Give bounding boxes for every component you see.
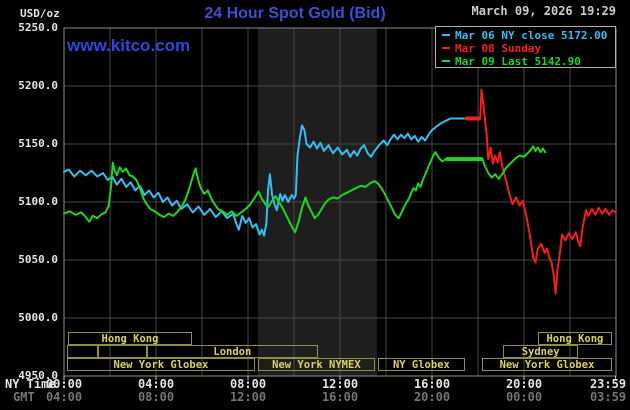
session-box xyxy=(66,345,99,358)
y-tick-label: 5200.0 xyxy=(18,79,58,92)
price-line-mar-06-ny-close xyxy=(63,117,467,237)
session-box-london: London xyxy=(146,345,318,358)
session-box-hong-kong: Hong Kong xyxy=(67,332,193,345)
legend-box: Mar 06 NY close 5172.00 Mar 08 Sunday Mar … xyxy=(435,26,616,68)
legend-entry-label: Mar 06 NY close 5172.00 xyxy=(455,29,608,42)
chart-title: 24 Hour Spot Gold (Bid) xyxy=(204,5,386,22)
x-tick-label-ny: 00:00 xyxy=(45,377,83,391)
gmt-axis-label: GMT xyxy=(13,390,35,404)
y-tick-label: 5000.0 xyxy=(18,311,58,324)
x-tick-label-ny: 12:00 xyxy=(321,377,359,391)
x-tick-label-gmt: 08:00 xyxy=(137,390,175,404)
legend-entry: Mar 08 Sunday xyxy=(442,42,615,55)
session-box-sydney: Sydney xyxy=(503,345,579,358)
legend-entry-label: Mar 09 Last 5142.90 xyxy=(455,55,581,68)
x-tick-label-ny: 23:59 xyxy=(589,377,627,391)
session-box-new-york-nymex: New York NYMEX xyxy=(257,358,375,371)
legend-entry: Mar 09 Last 5142.90 xyxy=(442,55,615,68)
y-tick-label: 4950.0 xyxy=(18,369,58,382)
x-tick-label-ny: 08:00 xyxy=(229,377,267,391)
y-tick-label: 5150.0 xyxy=(18,137,58,150)
kitco-watermark-link[interactable]: www.kitco.com xyxy=(67,36,191,55)
timestamp: March 09, 2026 19:29 xyxy=(471,4,617,18)
legend-line-marker xyxy=(442,34,450,36)
x-tick-label-gmt: 12:00 xyxy=(229,390,267,404)
session-box-ny-globex: NY Globex xyxy=(377,358,465,371)
x-tick-label-gmt: 20:00 xyxy=(413,390,451,404)
session-box xyxy=(98,345,147,358)
ny-time-axis-label: NY Time xyxy=(5,377,56,391)
x-tick-label-gmt: 03:59 xyxy=(589,390,627,404)
x-tick-label-gmt: 00:00 xyxy=(505,390,543,404)
legend-line-marker xyxy=(442,60,450,62)
legend-entry: Mar 06 NY close 5172.00 xyxy=(442,29,615,42)
y-tick-label: 5050.0 xyxy=(18,253,58,266)
x-tick-label-ny: 20:00 xyxy=(505,377,543,391)
x-tick-label-gmt: 04:00 xyxy=(45,390,83,404)
y-tick-label: 5100.0 xyxy=(18,195,58,208)
legend-line-marker xyxy=(442,47,450,49)
y-axis-unit-label: USD/oz xyxy=(20,7,60,20)
session-box-new-york-globex: New York Globex xyxy=(481,358,613,371)
x-tick-label-gmt: 16:00 xyxy=(321,390,359,404)
legend-entry-label: Mar 08 Sunday xyxy=(455,42,542,55)
y-tick-label: 5250.0 xyxy=(18,21,58,34)
session-box-hong-kong: Hong Kong xyxy=(537,332,613,345)
session-box-new-york-globex: New York Globex xyxy=(66,358,255,371)
x-tick-label-ny: 04:00 xyxy=(137,377,175,391)
price-line-mar-08-sunday xyxy=(464,88,617,295)
x-tick-label-ny: 16:00 xyxy=(413,377,451,391)
